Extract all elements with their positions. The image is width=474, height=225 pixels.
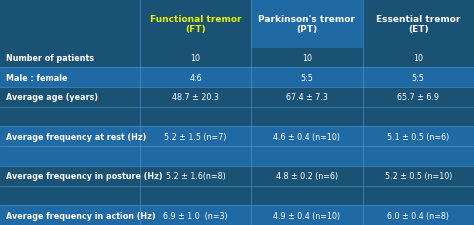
Text: 67.4 ± 7.3: 67.4 ± 7.3 bbox=[286, 93, 328, 102]
Text: 4.8 ± 0.2 (n=6): 4.8 ± 0.2 (n=6) bbox=[276, 171, 338, 180]
Text: 4.6 ± 0.4 (n=10): 4.6 ± 0.4 (n=10) bbox=[273, 132, 340, 141]
Text: Average frequency at rest (Hz): Average frequency at rest (Hz) bbox=[6, 132, 146, 141]
Bar bbox=[0, 88, 474, 107]
Text: Essential tremor
(ET): Essential tremor (ET) bbox=[376, 15, 461, 34]
Text: 5.1 ± 0.5 (n=6): 5.1 ± 0.5 (n=6) bbox=[387, 132, 449, 141]
Text: 10: 10 bbox=[413, 54, 423, 63]
Text: 6.9 ± 1.0  (n=3): 6.9 ± 1.0 (n=3) bbox=[163, 211, 228, 220]
Bar bbox=[0, 205, 474, 225]
Text: Male : female: Male : female bbox=[6, 73, 67, 82]
Text: 10: 10 bbox=[191, 54, 201, 63]
Text: Average age (years): Average age (years) bbox=[6, 93, 98, 102]
Bar bbox=[0, 127, 474, 146]
Text: 4:6: 4:6 bbox=[189, 73, 202, 82]
Text: 48.7 ± 20.3: 48.7 ± 20.3 bbox=[172, 93, 219, 102]
Text: Number of patients: Number of patients bbox=[6, 54, 94, 63]
Bar bbox=[0, 68, 474, 88]
Text: 5.2 ± 1.6(n=8): 5.2 ± 1.6(n=8) bbox=[165, 171, 226, 180]
Text: Functional tremor
(FT): Functional tremor (FT) bbox=[150, 15, 241, 34]
Bar bbox=[363, 0, 474, 48]
Bar bbox=[140, 0, 251, 48]
Text: 5:5: 5:5 bbox=[301, 73, 313, 82]
Bar bbox=[251, 0, 363, 48]
Text: 6.0 ± 0.4 (n=8): 6.0 ± 0.4 (n=8) bbox=[387, 211, 449, 220]
Text: Average frequency in posture (Hz): Average frequency in posture (Hz) bbox=[6, 171, 162, 180]
Bar bbox=[0, 48, 474, 68]
Bar bbox=[0, 0, 140, 48]
Text: Average frequency in action (Hz): Average frequency in action (Hz) bbox=[6, 211, 155, 220]
Bar bbox=[0, 186, 474, 205]
Bar bbox=[0, 166, 474, 186]
Text: 5.2 ± 1.5 (n=7): 5.2 ± 1.5 (n=7) bbox=[164, 132, 227, 141]
Text: 10: 10 bbox=[302, 54, 312, 63]
Text: Parkinson's tremor
(PT): Parkinson's tremor (PT) bbox=[258, 15, 356, 34]
Bar bbox=[0, 107, 474, 127]
Text: 4.9 ± 0.4 (n=10): 4.9 ± 0.4 (n=10) bbox=[273, 211, 340, 220]
Text: 65.7 ± 6.9: 65.7 ± 6.9 bbox=[397, 93, 439, 102]
Bar bbox=[0, 146, 474, 166]
Text: 5:5: 5:5 bbox=[412, 73, 425, 82]
Text: 5.2 ± 0.5 (n=10): 5.2 ± 0.5 (n=10) bbox=[384, 171, 452, 180]
